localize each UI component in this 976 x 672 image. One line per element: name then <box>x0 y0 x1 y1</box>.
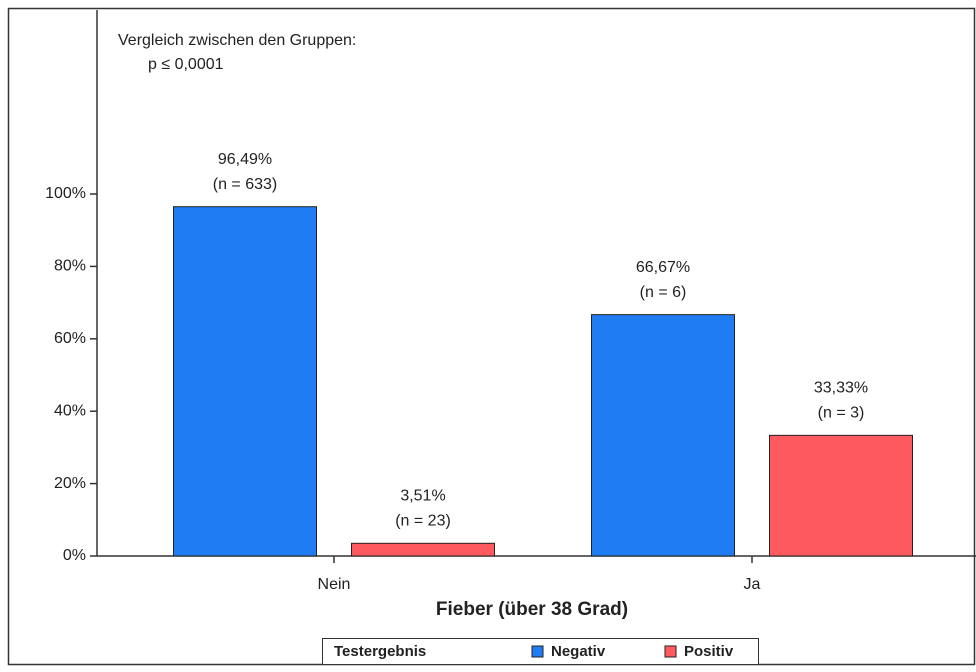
y-tick-label: 60% <box>54 330 86 347</box>
y-tick-label: 0% <box>63 547 86 564</box>
legend-swatch <box>531 645 544 658</box>
frame <box>7 7 976 666</box>
y-tick-label: 20% <box>54 475 86 492</box>
legend-swatch <box>664 645 677 658</box>
bar <box>173 206 317 557</box>
y-tick-label: 100% <box>45 185 86 202</box>
count-label: (n = 633) <box>213 176 277 193</box>
y-tick-label: 40% <box>54 402 86 419</box>
value-label: 96,49% <box>218 151 272 168</box>
count-label: (n = 6) <box>640 284 687 301</box>
x-tick-label: Nein <box>318 576 351 593</box>
bar <box>591 314 735 557</box>
y-tick-label: 80% <box>54 258 86 275</box>
value-label: 66,67% <box>636 259 690 276</box>
annotation: Vergleich zwischen den Gruppen: <box>118 32 356 49</box>
legend-title: Testergebnis <box>334 643 426 660</box>
value-label: 33,33% <box>814 380 868 397</box>
value-label: 3,51% <box>400 488 445 505</box>
legend-label: Positiv <box>684 643 734 660</box>
annotation: p ≤ 0,0001 <box>148 56 224 73</box>
x-tick-label: Ja <box>744 576 761 593</box>
bar <box>351 542 495 557</box>
count-label: (n = 23) <box>395 513 451 530</box>
x-axis-title: Fieber (über 38 Grad) <box>436 599 628 620</box>
bar <box>769 434 913 557</box>
legend-label: Negativ <box>551 643 606 660</box>
count-label: (n = 3) <box>818 405 865 422</box>
